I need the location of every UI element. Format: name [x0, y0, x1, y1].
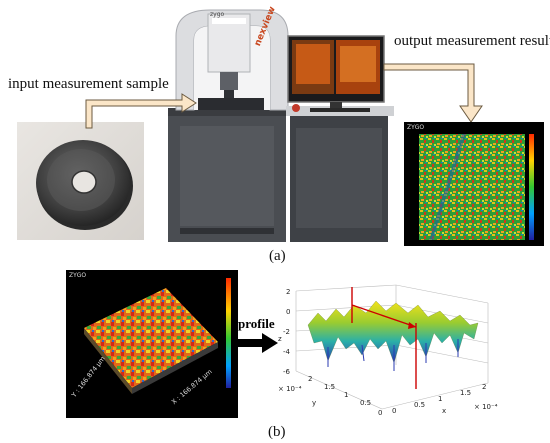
caption-a: (a)	[269, 248, 286, 264]
instrument-brand-text: zygo	[210, 11, 225, 18]
x-tick-4: 2	[482, 383, 486, 391]
y-tick-0: 0	[378, 409, 382, 417]
y-tick-1: 0.5	[360, 399, 371, 407]
profile-line	[351, 287, 417, 389]
z-axis-label: z	[278, 335, 282, 343]
z-tick-4: -6	[283, 368, 291, 376]
profile-surface	[307, 300, 479, 364]
profile-arrow	[234, 333, 278, 353]
z-tick-2: -2	[283, 328, 290, 336]
output-arrow	[383, 63, 483, 123]
input-sample-label: input measurement sample	[8, 76, 169, 92]
y-tick-2: 1	[344, 391, 348, 399]
output-surface-map: ZYGO	[404, 122, 544, 246]
profilometer-instrument	[160, 6, 400, 246]
z-tick-3: -4	[283, 348, 291, 356]
y-tick-3: 1.5	[324, 383, 335, 391]
sample-disc-graphic	[36, 140, 133, 230]
profile-plot-3d: 2 0 -2 -4 -6 z 2 1.5 1 0.5 0 y × 10⁻⁴ 0 …	[278, 283, 518, 419]
x-tick-3: 1.5	[460, 389, 471, 397]
y-exponent: × 10⁻⁴	[278, 385, 302, 393]
y-axis-label: y	[312, 399, 316, 407]
z-tick-1: 0	[286, 308, 290, 316]
svg-text:ZYGO: ZYGO	[407, 124, 424, 131]
sample-photo	[17, 122, 144, 240]
svg-text:ZYGO: ZYGO	[69, 272, 86, 279]
input-arrow	[85, 93, 197, 129]
x-axis-label: x	[442, 407, 446, 415]
x-exponent: × 10⁻⁴	[474, 403, 498, 411]
z-tick-0: 2	[286, 288, 290, 296]
profile-label: profile	[238, 316, 275, 331]
caption-b: (b)	[268, 424, 286, 440]
x-tick-2: 1	[438, 395, 442, 403]
output-result-label: output measurement result	[394, 33, 550, 49]
x-tick-1: 0.5	[414, 401, 425, 409]
y-tick-4: 2	[308, 375, 312, 383]
x-tick-0: 0	[392, 407, 396, 415]
surface-map-3d: ZYGO	[66, 270, 238, 418]
